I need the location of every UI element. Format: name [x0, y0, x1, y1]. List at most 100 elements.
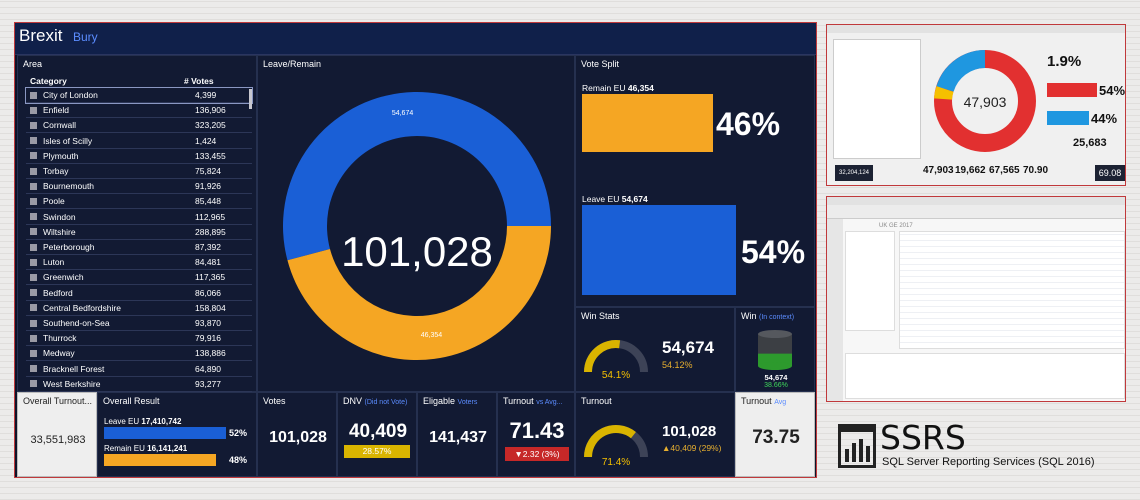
- overall-result-title: Overall Result: [103, 396, 160, 406]
- overall-leave-label: Leave EU 17,410,742: [104, 417, 182, 426]
- row-icon: [30, 258, 37, 266]
- area-row[interactable]: Medway 138,886: [26, 346, 252, 362]
- dnv-title: DNV (Did not Vote): [343, 396, 408, 406]
- eligable-value: 141,437: [429, 429, 487, 446]
- area-name: Central Bedfordshire: [43, 302, 121, 313]
- overall-remain-bar[interactable]: [104, 454, 216, 466]
- col-votes: # Votes: [184, 76, 214, 86]
- ssrs-chart-icon: [838, 424, 876, 468]
- thumb-titlebar: [827, 25, 1125, 33]
- area-name: Cornwall: [43, 120, 77, 131]
- thumb-b1: 47,903: [923, 165, 954, 176]
- area-votes: 4,399: [195, 90, 217, 100]
- dnv-pct-badge: 28.57%: [344, 445, 410, 458]
- turnout-avg-panel: Turnout Avg 73.75: [735, 392, 815, 477]
- remain-data-label: 46,354: [421, 332, 443, 339]
- row-icon: [30, 334, 37, 342]
- row-icon: [30, 121, 37, 129]
- area-row[interactable]: Wiltshire 288,895: [26, 225, 252, 240]
- area-name: Plymouth: [43, 150, 79, 161]
- area-name: Greenwich: [43, 272, 84, 283]
- area-votes: 288,895: [195, 226, 226, 237]
- row-icon: [30, 167, 37, 175]
- thumb-donut: 47,903: [934, 50, 1036, 152]
- area-row[interactable]: Swindon 112,965: [26, 210, 252, 225]
- area-row[interactable]: Enfield 136,906: [26, 103, 252, 119]
- area-name: Wiltshire: [43, 226, 76, 237]
- area-row[interactable]: Peterborough 87,392: [26, 240, 252, 255]
- dashboard-subtitle[interactable]: Bury: [73, 30, 98, 44]
- area-title: Area: [23, 59, 43, 69]
- win-stats-sub: 54.12%: [662, 360, 693, 370]
- area-row[interactable]: West Berkshire 93,277: [26, 377, 252, 392]
- thumb-bar-blue: [1047, 111, 1089, 125]
- area-name: City of London: [43, 90, 98, 100]
- area-votes: 84,481: [195, 257, 221, 268]
- area-row[interactable]: Torbay 75,824: [26, 164, 252, 179]
- area-votes: 133,455: [195, 150, 226, 161]
- dashboard-title: Brexit: [19, 26, 63, 45]
- row-icon: [30, 106, 37, 114]
- leave-split-bar[interactable]: [582, 205, 736, 295]
- area-row[interactable]: Greenwich 117,365: [26, 270, 252, 286]
- area-name: Bedford: [43, 287, 73, 298]
- turnout-delta-badge: ▼2.32 (3%): [505, 447, 569, 461]
- row-icon: [30, 152, 37, 160]
- remain-arc[interactable]: [287, 226, 551, 360]
- powerbi-thumbnail[interactable]: 47,903 1.9% 54% 44% 25,683 32,204,124 47…: [826, 24, 1126, 186]
- dashboard-header: Brexit Bury: [15, 23, 816, 55]
- area-votes: 75,824: [195, 166, 221, 176]
- thumb2-ribbon: [827, 205, 1125, 219]
- area-row[interactable]: Bournemouth 91,926: [26, 179, 252, 195]
- win-cylinder: [758, 330, 792, 370]
- area-row[interactable]: Poole 85,448: [26, 194, 252, 210]
- area-row[interactable]: Cornwall 323,205: [26, 118, 252, 134]
- win-pct: 38.66%: [764, 382, 788, 389]
- area-row[interactable]: Bracknell Forest 64,890: [26, 362, 252, 377]
- overall-remain-label: Remain EU 16,141,241: [104, 444, 188, 453]
- area-row[interactable]: Plymouth 133,455: [26, 149, 252, 164]
- area-row[interactable]: Thurrock 79,916: [26, 331, 252, 347]
- area-row[interactable]: Isles of Scilly 1,424: [26, 134, 252, 149]
- report-builder-thumbnail[interactable]: UK GE 2017: [826, 196, 1126, 402]
- area-name: Swindon: [43, 211, 76, 222]
- thumb-kpi1: 1.9%: [1047, 53, 1082, 70]
- area-row[interactable]: Southend-on-Sea 93,870: [26, 316, 252, 331]
- win-stats-title: Win Stats: [581, 311, 620, 321]
- row-icon: [30, 289, 37, 297]
- row-icon: [30, 304, 37, 312]
- col-category: Category: [30, 76, 67, 86]
- area-votes: 93,277: [195, 378, 221, 389]
- row-icon: [30, 228, 37, 236]
- remain-split-pct: 46%: [716, 106, 781, 142]
- leave-arc[interactable]: [283, 92, 551, 261]
- gauge-fill: [584, 425, 636, 458]
- row-icon: [30, 197, 37, 205]
- thumb-v2: 32,204,124: [835, 165, 873, 181]
- thumb-b4: 70.90: [1023, 165, 1049, 176]
- area-name: Isles of Scilly: [43, 135, 93, 146]
- row-icon: [30, 243, 37, 251]
- area-row[interactable]: Luton 84,481: [26, 255, 252, 271]
- area-panel: Area Category # Votes City of London 4,39…: [17, 55, 257, 392]
- win-stats-gauge: 54.1%: [584, 340, 648, 381]
- area-votes: 91,926: [195, 181, 221, 192]
- turnout-gauge-value: 101,028: [662, 423, 717, 440]
- scrollbar[interactable]: [249, 89, 252, 109]
- thumb-kpi3: 44%: [1091, 111, 1118, 126]
- overall-leave-bar[interactable]: [104, 427, 226, 439]
- area-row[interactable]: Central Bedfordshire 158,804: [26, 301, 252, 316]
- eligable-panel: Eligable Voters 141,437: [417, 392, 497, 477]
- thumb-v1: 25,683: [1073, 137, 1107, 149]
- win-title: Win (In context): [741, 311, 795, 321]
- thumb-bar-red: [1047, 83, 1097, 97]
- area-row[interactable]: City of London 4,399: [25, 87, 253, 104]
- win-stats-panel: Win Stats 54.1% 54,674 54.12%: [575, 307, 735, 392]
- area-name: Southend-on-Sea: [43, 318, 110, 328]
- dashboard: Brexit Bury Area Category # Votes City o…: [14, 22, 817, 478]
- remain-split-bar[interactable]: [582, 94, 713, 152]
- row-icon: [30, 91, 37, 99]
- area-row[interactable]: Bedford 86,066: [26, 286, 252, 301]
- thumb2-titlebar: [827, 197, 1125, 205]
- area-votes: 79,916: [195, 333, 221, 344]
